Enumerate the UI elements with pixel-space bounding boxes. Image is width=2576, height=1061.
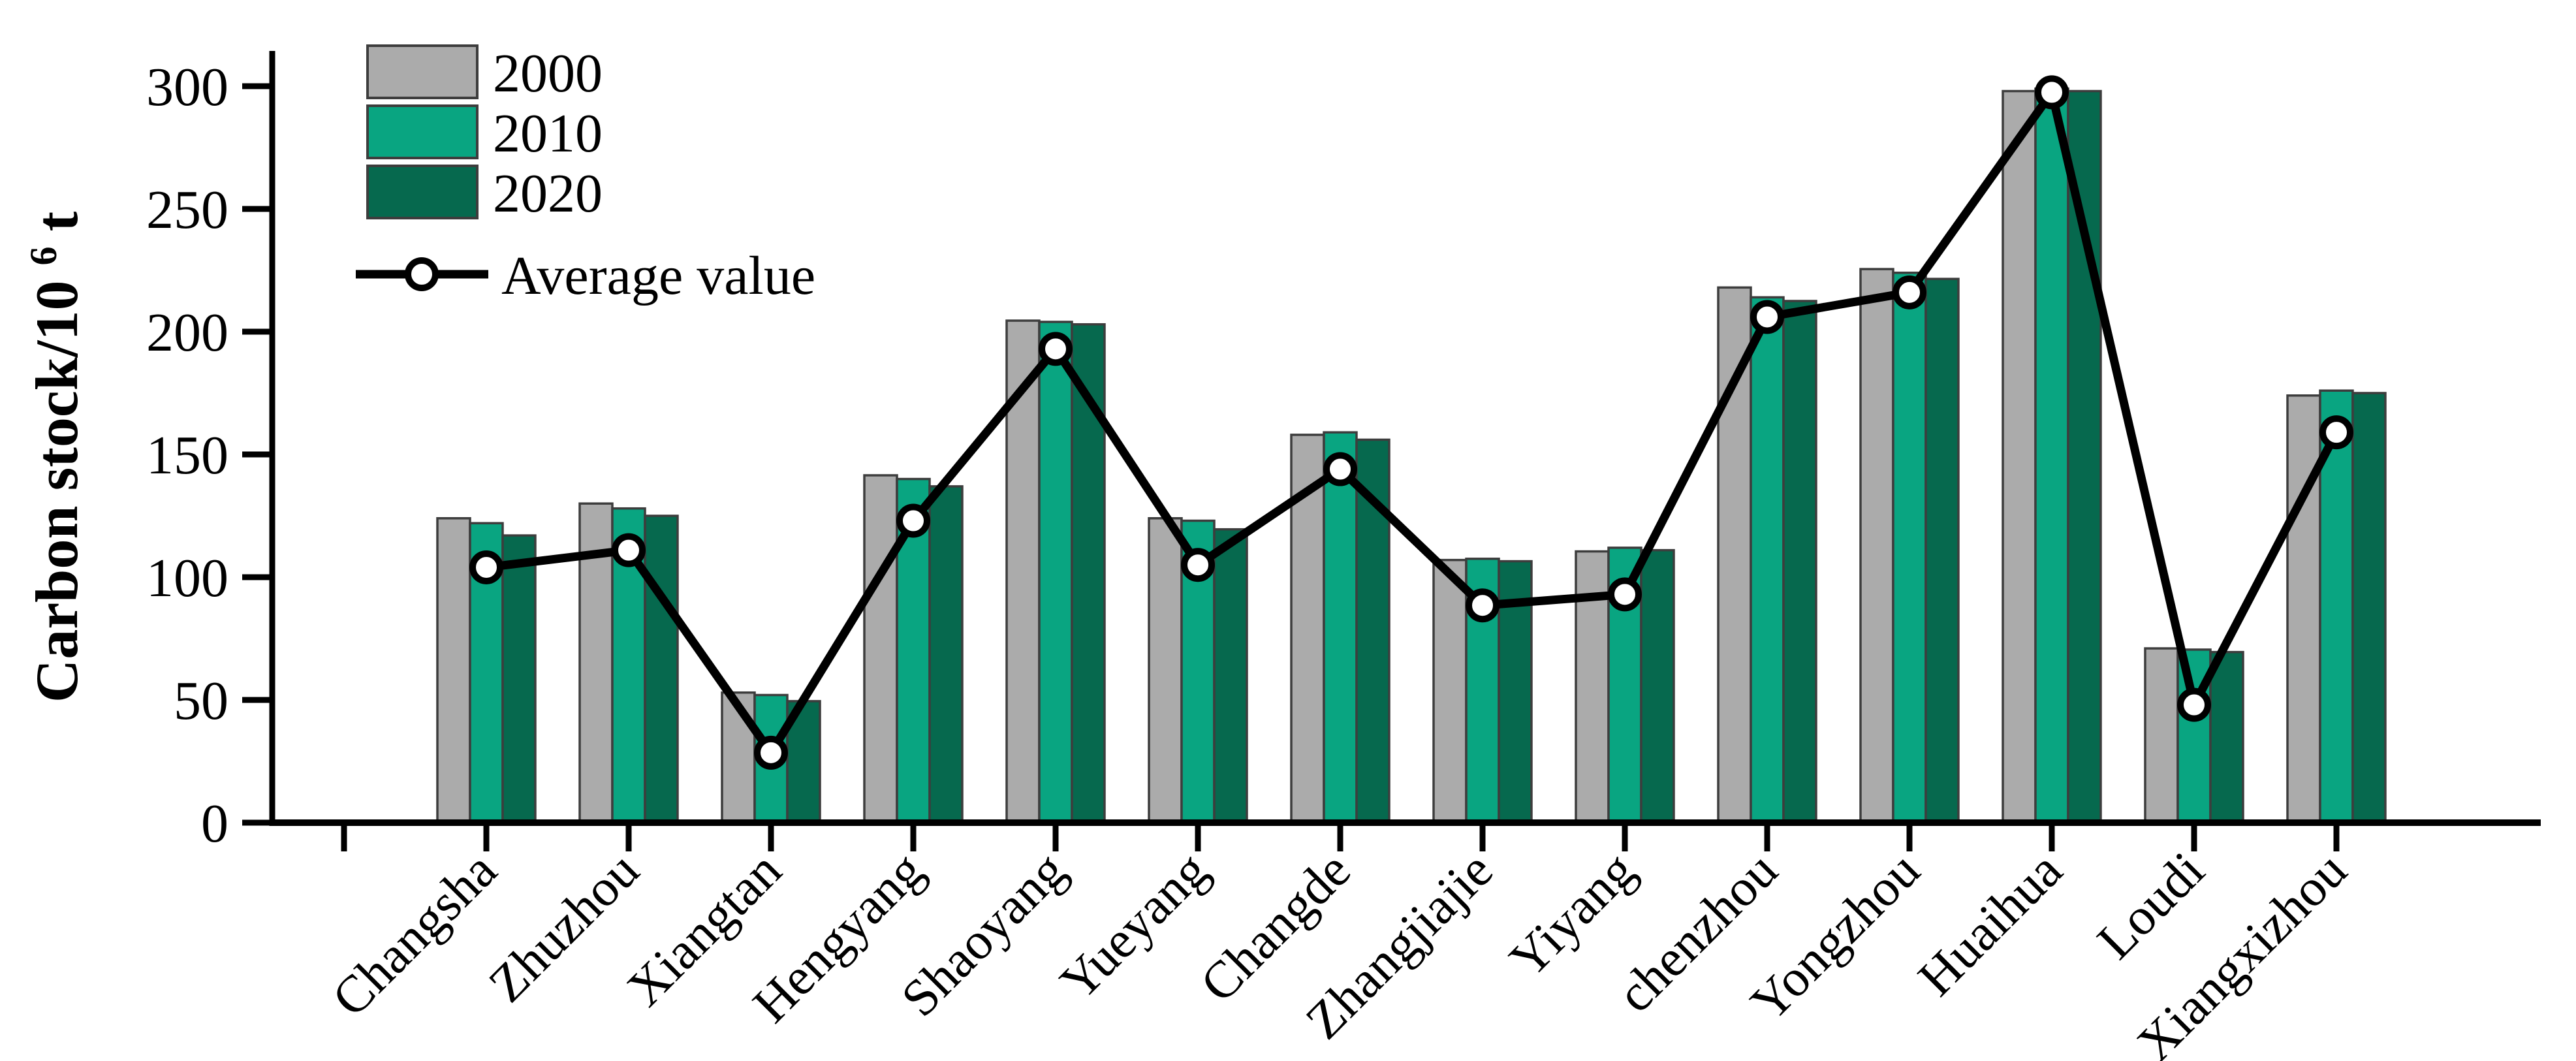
avg-marker-shaoyang (1039, 332, 1073, 366)
bar-2000-Huaihua (2002, 89, 2037, 824)
legend-average-marker (405, 257, 439, 291)
y-tick-label: 150 (146, 425, 228, 486)
x-tick-label-loudi: Loudi (2086, 842, 2215, 970)
bar-2020-chenzhou (1782, 300, 1817, 824)
avg-marker-xiangtan (754, 735, 788, 770)
bar-2010-Yongzhou (1892, 272, 1927, 824)
legend-swatch-2000 (366, 44, 479, 99)
bar-2010-Xiangxizhou (2319, 389, 2354, 824)
bar-2000-Changsha (436, 517, 471, 824)
bar-2000-Hengyang (863, 474, 898, 824)
legend-swatch-2010 (366, 104, 479, 159)
bar-2010-Changde (1323, 431, 1358, 824)
legend-label-average-value: Average value (501, 245, 815, 306)
y-tick-label: 300 (146, 57, 228, 118)
y-tick-label: 0 (201, 793, 228, 854)
bar-2020-Xiangxizhou (2351, 392, 2387, 824)
y-tick-label: 250 (146, 180, 228, 240)
bar-2020-Yiyang (1640, 548, 1675, 824)
avg-marker-chenzhou (1750, 300, 1784, 334)
legend-label-2000: 2000 (493, 43, 603, 104)
y-tick-label: 50 (174, 671, 228, 731)
x-tick-label-zhuzhou: Zhuzhou (478, 842, 650, 1013)
bar-2020-Hengyang (928, 485, 964, 824)
x-tick-label-yueyang: Yueyang (1050, 842, 1219, 1011)
avg-marker-xiangxizhou (2319, 415, 2353, 450)
avg-marker-zhuzhou (612, 533, 646, 567)
bar-2000-Yongzhou (1859, 268, 1894, 824)
bar-2020-Zhuzhou (644, 515, 679, 824)
x-tick-label-huaihua: Huaihua (1908, 842, 2073, 1007)
axis-layer: 0 50 100 150 200 250 300 (146, 51, 2541, 854)
avg-marker-loudi (2177, 688, 2211, 722)
bar-2020-Changsha (501, 534, 537, 824)
y-axis-title: Carbon stock/10 6 t (3, 212, 90, 703)
avg-marker-yueyang (1181, 548, 1215, 582)
legend-label-2010: 2010 (493, 103, 603, 164)
y-tick-label: 100 (146, 548, 228, 609)
bar-2010-Shaoyang (1038, 321, 1073, 824)
avg-marker-yiyang (1608, 577, 1642, 612)
bar-2020-Yongzhou (1924, 277, 1960, 824)
avg-marker-changsha (469, 550, 503, 584)
x-tick-label-changsha: Changsha (321, 842, 507, 1028)
y-axis-title-text: Carbon stock/10 (24, 281, 90, 703)
bar-2020-Loudi (2209, 650, 2244, 824)
y-tick-label: 200 (146, 302, 228, 363)
average-line (482, 87, 2341, 757)
x-tick-labels: ChangshaZhuzhouXiangtanHengyangShaoyangY… (321, 842, 2357, 1061)
y-axis-title-suffix: t (24, 212, 90, 232)
avg-marker-yongzhou (1893, 275, 1926, 309)
bar-2000-Yueyang (1148, 517, 1183, 824)
bar-2000-Xiangxizhou (2286, 394, 2321, 824)
bar-2020-Yueyang (1213, 528, 1248, 824)
bar-2000-Zhangjiajie (1432, 558, 1468, 824)
bar-2010-chenzhou (1750, 296, 1785, 824)
avg-marker-changde (1323, 452, 1357, 486)
avg-marker-zhangjiajie (1466, 588, 1500, 623)
bar-2010-Huaihua (2034, 87, 2069, 824)
average-line-layer (469, 75, 2353, 770)
avg-marker-hengyang (896, 503, 930, 538)
bars-layer (436, 87, 2387, 824)
bar-2000-chenzhou (1717, 286, 1752, 824)
legend-swatch-2020 (366, 165, 479, 219)
y-axis-title-sup: 6 (22, 247, 65, 266)
avg-marker-huaihua (2035, 75, 2069, 110)
bar-2000-Loudi (2144, 647, 2179, 824)
legend-label-2020: 2020 (493, 163, 603, 224)
bar-2020-Huaihua (2067, 89, 2102, 824)
